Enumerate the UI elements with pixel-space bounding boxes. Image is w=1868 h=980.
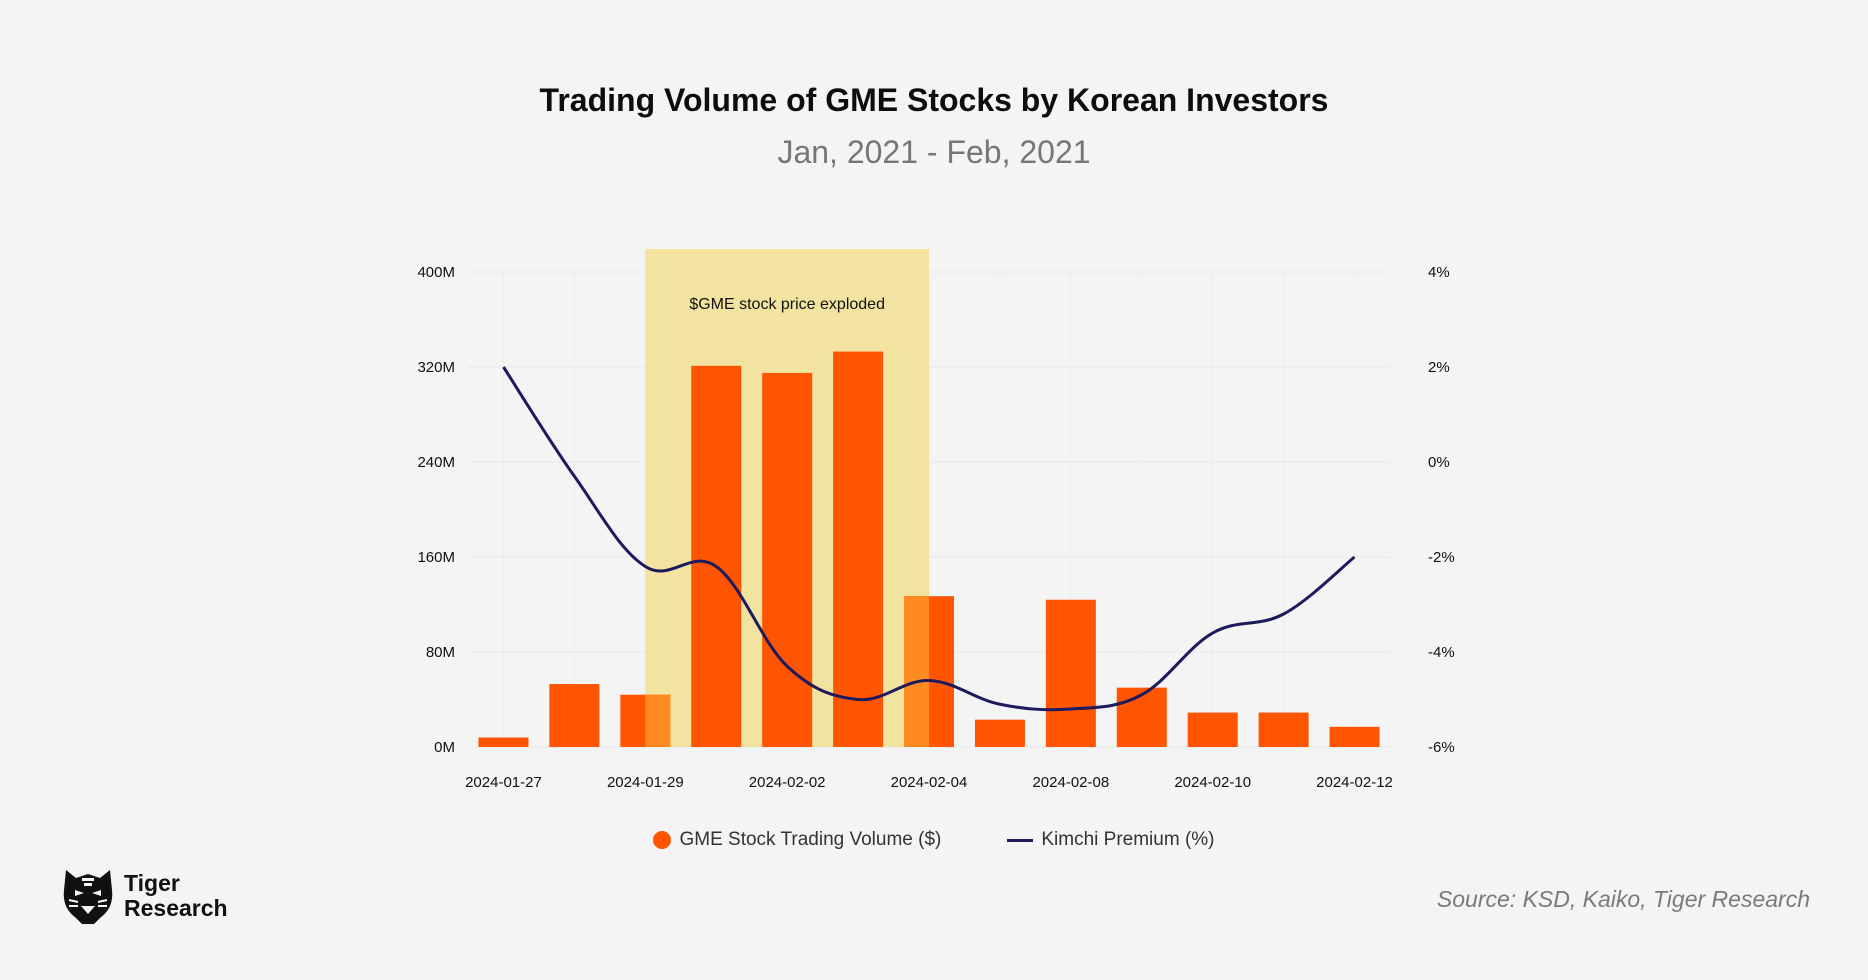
- y-left-tick-label: 400M: [417, 264, 455, 281]
- chart-title: Trading Volume of GME Stocks by Korean I…: [539, 82, 1329, 118]
- volume-bar: [549, 684, 600, 747]
- volume-bar: [1045, 599, 1096, 747]
- combo-chart: $GME stock price exploded 0M 80M 160M 240M 32…: [417, 249, 1455, 791]
- volume-bar: [974, 719, 1025, 747]
- y-right-tick-label: -2%: [1428, 549, 1455, 566]
- y-left-tick-label: 0M: [434, 739, 455, 756]
- x-tick-label: 2024-01-29: [607, 774, 684, 791]
- volume-bar: [833, 351, 884, 747]
- volume-bar-overlap: [645, 694, 671, 747]
- y-right-tick-label: 0%: [1428, 454, 1450, 471]
- legend-item-premium: Kimchi Premium (%): [1007, 829, 1215, 851]
- volume-bar: [762, 372, 813, 747]
- kimchi-premium-line: [502, 366, 1356, 712]
- legend: GME Stock Trading Volume ($) Kimchi Prem…: [0, 829, 1868, 851]
- volume-bar-overlap: [904, 596, 929, 747]
- volume-bar: [1329, 726, 1380, 747]
- logo-text-line1: Tiger: [124, 870, 180, 896]
- y-right-tick-label: -6%: [1428, 739, 1455, 756]
- x-tick-label: 2024-02-04: [891, 774, 968, 791]
- volume-bar: [1258, 712, 1309, 747]
- tiger-research-logo: Tiger Research: [60, 866, 228, 926]
- x-tick-label: 2024-02-08: [1032, 774, 1109, 791]
- y-left-tick-label: 160M: [417, 549, 455, 566]
- tiger-head-icon: [63, 870, 113, 924]
- legend-label-premium: Kimchi Premium (%): [1041, 829, 1215, 850]
- annotation-label: $GME stock price exploded: [689, 296, 885, 313]
- volume-bar: [1187, 712, 1238, 747]
- chart-subtitle: Jan, 2021 - Feb, 2021: [777, 134, 1091, 170]
- volume-bar: [1116, 687, 1167, 747]
- legend-item-volume: GME Stock Trading Volume ($): [653, 829, 941, 851]
- legend-label-volume: GME Stock Trading Volume ($): [679, 829, 942, 850]
- volume-bar: [691, 365, 742, 747]
- x-tick-label: 2024-02-12: [1316, 774, 1393, 791]
- x-tick-label: 2024-01-27: [465, 774, 542, 791]
- x-tick-label: 2024-02-02: [749, 774, 826, 791]
- source-note: Source: KSD, Kaiko, Tiger Research: [1436, 886, 1810, 912]
- y-left-tick-label: 320M: [417, 359, 455, 376]
- legend-line-swatch: [1007, 838, 1034, 842]
- legend-bar-swatch: [653, 831, 672, 849]
- y-right-tick-label: 4%: [1428, 264, 1450, 281]
- y-left-tick-label: 80M: [426, 644, 455, 661]
- logo-text-line2: Research: [124, 895, 228, 921]
- y-left-tick-label: 240M: [417, 454, 455, 471]
- y-right-tick-label: 2%: [1428, 359, 1450, 376]
- volume-bar: [478, 737, 529, 747]
- x-tick-label: 2024-02-10: [1174, 774, 1251, 791]
- y-right-tick-label: -4%: [1428, 644, 1455, 661]
